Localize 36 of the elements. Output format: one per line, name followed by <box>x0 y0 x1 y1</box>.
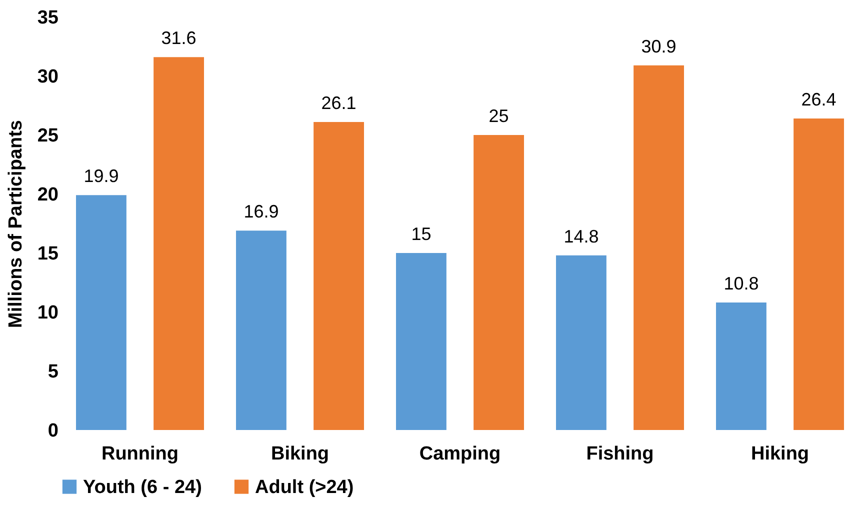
bar <box>396 253 446 430</box>
y-tick-label: 20 <box>37 184 58 206</box>
data-label: 10.8 <box>724 274 759 294</box>
data-label: 25 <box>488 106 509 126</box>
bar <box>236 230 286 430</box>
x-tick-label: Running <box>101 444 179 464</box>
y-tick-label: 35 <box>37 8 59 28</box>
data-label: 19.9 <box>84 166 119 186</box>
y-tick-label: 25 <box>37 126 59 146</box>
bar <box>716 302 766 430</box>
legend-label: Adult (>24) <box>255 476 354 498</box>
legend-label: Youth (6 - 24) <box>83 476 202 498</box>
data-label: 26.4 <box>801 89 836 110</box>
bar <box>474 135 524 430</box>
x-tick-label: Hiking <box>750 444 810 464</box>
bar <box>634 65 684 430</box>
y-tick-label: 10 <box>37 302 58 324</box>
y-axis-title: Millions of Participants <box>5 120 26 328</box>
data-label: 30.9 <box>641 36 676 56</box>
data-label: 14.8 <box>564 226 599 246</box>
bar <box>794 118 844 430</box>
data-label: 16.9 <box>244 202 279 222</box>
y-tick-label: 15 <box>37 244 59 264</box>
y-tick-label: 5 <box>48 362 59 382</box>
x-tick-label: Fishing <box>586 444 654 464</box>
bar <box>154 57 204 430</box>
data-label: 26.1 <box>321 93 356 114</box>
data-label: 15 <box>411 224 432 244</box>
bar <box>314 122 364 430</box>
y-tick-label: 0 <box>48 420 58 442</box>
y-tick-label: 30 <box>37 66 58 88</box>
bar <box>76 195 126 430</box>
data-label: 31.6 <box>161 28 196 48</box>
bar <box>556 255 606 430</box>
x-tick-label: Camping <box>419 444 501 464</box>
x-tick-label: Biking <box>270 444 330 464</box>
